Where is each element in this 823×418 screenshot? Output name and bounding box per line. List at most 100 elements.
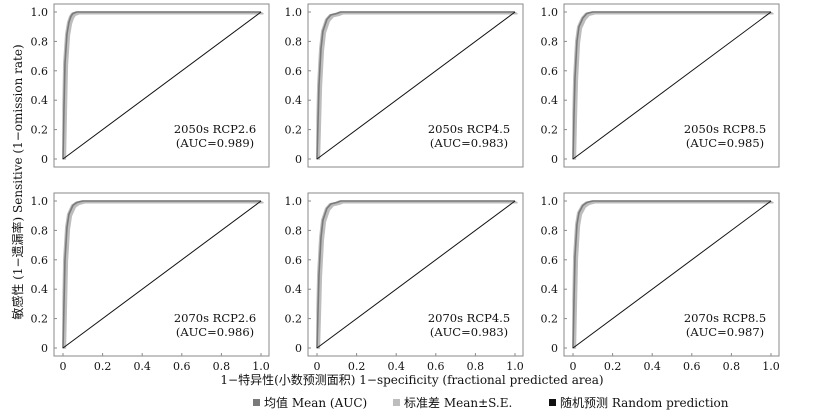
panel-frame — [53, 3, 270, 168]
roc-panel: 0 0.2 0.4 0.6 0.8 1.0 2050s RCP8.5(AUC=0.985) — [541, 3, 780, 168]
scenario-label: 2050s RCP8.5 — [684, 122, 766, 136]
se-band — [62, 11, 264, 160]
scenario-label: 2070s RCP4.5 — [428, 311, 510, 325]
y-tick-label: 0.8 — [31, 35, 49, 48]
roc-panel: 0 0.2 0.4 0.6 0.8 1.0 2050s RCP4.5(AUC=0.983) — [285, 3, 524, 168]
y-tick-label: 0.6 — [541, 254, 559, 267]
y-axis-label: 敏感性 (1−遗漏率) Sensitive (1−omission rate) — [10, 44, 25, 319]
legend-swatch — [393, 399, 400, 406]
auc-label: (AUC=0.983) — [430, 325, 508, 339]
y-tick-label: 0.6 — [285, 65, 303, 78]
se-band — [572, 200, 774, 349]
y-tick-label: 0.8 — [285, 35, 303, 48]
mean-roc-line — [572, 11, 771, 160]
y-tick-label: 1.0 — [31, 195, 49, 208]
y-tick-label: 0.2 — [285, 124, 303, 137]
x-tick-label: 0.8 — [213, 360, 231, 373]
y-tick-label: 0.4 — [285, 283, 303, 296]
random-prediction-line — [572, 11, 772, 160]
y-tick-label: 0 — [41, 342, 48, 355]
panel-frame — [307, 192, 524, 357]
x-tick-label: 0.4 — [387, 360, 405, 373]
roc-panel: 0 0.2 0.4 0.6 0.8 1.0 0 0.2 0.4 0.6 0.8 1.0 2070s RC… — [285, 192, 524, 373]
y-tick-label: 0.4 — [285, 94, 303, 107]
y-tick-label: 1.0 — [31, 6, 49, 19]
panel-frame — [53, 192, 270, 357]
mean-roc-line — [62, 200, 261, 349]
y-tick-label: 0.8 — [541, 224, 559, 237]
auc-label: (AUC=0.985) — [686, 136, 764, 150]
legend-item: 标准差 Mean±S.E. — [393, 396, 512, 410]
y-tick-label: 0.6 — [31, 254, 49, 267]
se-band — [316, 200, 518, 349]
x-tick-label: 0.2 — [94, 360, 112, 373]
random-prediction-line — [572, 200, 772, 349]
x-tick-label: 0.6 — [683, 360, 701, 373]
x-tick-label: 0.2 — [604, 360, 622, 373]
y-tick-label: 0 — [41, 153, 48, 166]
auc-label: (AUC=0.989) — [176, 136, 254, 150]
random-prediction-line — [62, 200, 262, 349]
legend-swatch — [549, 399, 556, 406]
x-tick-label: 1.0 — [762, 360, 780, 373]
y-tick-label: 0.8 — [541, 35, 559, 48]
y-tick-label: 0.2 — [541, 313, 559, 326]
y-tick-label: 0.2 — [285, 313, 303, 326]
scenario-label: 2070s RCP8.5 — [684, 311, 766, 325]
y-tick-label: 0 — [551, 153, 558, 166]
scenario-label: 2050s RCP4.5 — [428, 122, 510, 136]
y-tick-label: 0.2 — [31, 124, 49, 137]
panel-frame — [563, 3, 780, 168]
y-tick-label: 0.4 — [541, 94, 559, 107]
se-band — [572, 11, 774, 160]
scenario-label: 2070s RCP2.6 — [174, 311, 256, 325]
legend-label: 随机预测 Random prediction — [560, 395, 729, 410]
x-tick-label: 0 — [314, 360, 321, 373]
x-tick-label: 0.6 — [173, 360, 191, 373]
random-prediction-line — [316, 200, 516, 349]
random-prediction-line — [316, 11, 516, 160]
y-tick-label: 1.0 — [285, 6, 303, 19]
y-tick-label: 0.4 — [541, 283, 559, 296]
y-tick-label: 0.4 — [31, 283, 49, 296]
y-tick-label: 0.2 — [541, 124, 559, 137]
legend-item: 随机预测 Random prediction — [549, 395, 729, 410]
x-tick-label: 0.4 — [133, 360, 151, 373]
auc-label: (AUC=0.986) — [176, 325, 254, 339]
x-tick-label: 0.8 — [723, 360, 741, 373]
x-tick-label: 0 — [570, 360, 577, 373]
y-tick-label: 1.0 — [285, 195, 303, 208]
y-tick-label: 0.6 — [31, 65, 49, 78]
legend-item: 均值 Mean (AUC) — [253, 395, 367, 410]
roc-panel: 0 0.2 0.4 0.6 0.8 1.0 0 0.2 0.4 0.6 0.8 1.0 2070s RC… — [31, 192, 270, 373]
scenario-label: 2050s RCP2.6 — [174, 122, 256, 136]
legend: 均值 Mean (AUC) 标准差 Mean±S.E. 随机预测 Random pr… — [253, 395, 729, 410]
se-band — [316, 11, 518, 160]
mean-roc-line — [572, 200, 771, 349]
auc-label: (AUC=0.983) — [430, 136, 508, 150]
panel-frame — [307, 3, 524, 168]
y-tick-label: 0.8 — [31, 224, 49, 237]
y-tick-label: 0 — [295, 342, 302, 355]
x-tick-label: 0.8 — [467, 360, 485, 373]
se-band — [62, 200, 264, 349]
legend-label: 均值 Mean (AUC) — [264, 395, 367, 410]
y-tick-label: 0.6 — [285, 254, 303, 267]
y-tick-label: 0 — [551, 342, 558, 355]
roc-panel: 0 0.2 0.4 0.6 0.8 1.0 2050s RCP2.6(AUC=0.989) — [31, 3, 270, 168]
roc-panel: 0 0.2 0.4 0.6 0.8 1.0 0 0.2 0.4 0.6 0.8 1.0 2070s RC… — [541, 192, 780, 373]
x-tick-label: 0.6 — [427, 360, 445, 373]
y-tick-label: 0 — [295, 153, 302, 166]
panel-frame — [563, 192, 780, 357]
mean-roc-line — [316, 11, 515, 160]
legend-swatch — [253, 399, 260, 406]
x-tick-label: 0.4 — [643, 360, 661, 373]
x-tick-label: 1.0 — [252, 360, 270, 373]
x-tick-label: 0 — [60, 360, 67, 373]
y-tick-label: 0.6 — [541, 65, 559, 78]
y-tick-label: 0.8 — [285, 224, 303, 237]
y-tick-label: 1.0 — [541, 6, 559, 19]
mean-roc-line — [62, 11, 261, 160]
y-tick-label: 0.4 — [31, 94, 49, 107]
